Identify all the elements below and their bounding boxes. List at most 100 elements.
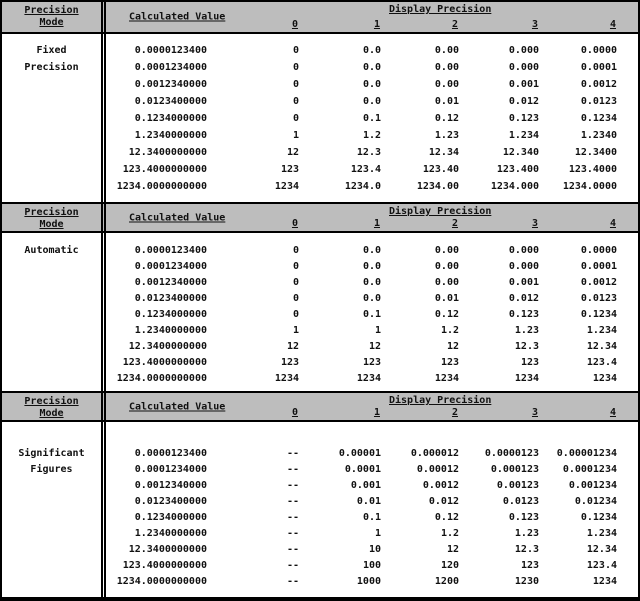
precision-2-cell: 12 [446, 341, 459, 352]
calculated-value-cell: 0.0012340000 [134, 480, 207, 491]
precision-0-cell: 0 [292, 45, 299, 56]
mode-label-line1: Significant [18, 448, 85, 459]
precision-0-cell: 0 [292, 113, 299, 124]
table-row: 0.0012340000 0 0.0 0.00 0.001 0.0012 [106, 76, 638, 93]
precision-2-cell: 0.000012 [410, 448, 459, 459]
precision-2-cell: 12.34 [428, 147, 459, 158]
header-right-region: Calculated Value Display Precision 0 1 2 3 4 [106, 204, 638, 231]
precision-4-cell: 1.234 [586, 325, 617, 336]
section-body-automatic: Automatic 0.0000123400 0 0.0 0.00 0.000 0.0000… [2, 233, 638, 391]
precision-0-cell: 0 [292, 245, 299, 256]
precision-2-cell: 1.23 [434, 130, 459, 141]
table-row: 1234.0000000000 1234 1234.0 1234.00 1234.000… [106, 178, 638, 195]
table-row: 12.3400000000 12 12 12 12.3 12.34 [106, 339, 638, 355]
precision-1-cell: 1 [374, 325, 381, 336]
precision-mode-header-line1: Precision [24, 5, 79, 16]
precision-1-cell: 0.1 [362, 113, 381, 124]
precision-0-cell: 1 [292, 130, 299, 141]
precision-0-cell: 0 [292, 277, 299, 288]
section-significant-figures: Precision Mode Calculated Value Display Pre… [2, 391, 638, 597]
precision-1-cell: 0.0 [362, 79, 381, 90]
precision-0-cell: -- [286, 544, 299, 555]
calculated-value-header: Calculated Value [129, 401, 226, 412]
precision-1-cell: 12.3 [356, 147, 381, 158]
precision-4-cell: 0.1234 [580, 309, 617, 320]
precision-4-cell: 0.001234 [568, 480, 617, 491]
section-header-significant-figures: Precision Mode Calculated Value Display Pre… [2, 391, 638, 422]
table-row: 0.0123400000 0 0.0 0.01 0.012 0.0123 [106, 93, 638, 110]
data-rows: 0.0000123400 0 0.0 0.00 0.000 0.0000 0.0001234… [106, 34, 638, 202]
precision-4-cell: 0.0001 [580, 62, 617, 73]
precision-0-cell: 1234 [274, 181, 299, 192]
mode-label-line2: Precision [24, 62, 79, 73]
precision-level-header-0: 0 [291, 218, 298, 229]
calculated-value-cell: 123.4000000000 [122, 560, 207, 571]
table-row: 12.3400000000 12 12.3 12.34 12.340 12.3400 [106, 144, 638, 161]
calculated-value-header: Calculated Value [129, 212, 226, 223]
calculated-value-cell: 12.3400000000 [128, 544, 207, 555]
calculated-value-header: Calculated Value [129, 11, 226, 23]
precision-4-cell: 0.0012 [580, 277, 617, 288]
calculated-value-cell: 0.0001234000 [134, 261, 207, 272]
precision-4-cell: 1234 [592, 373, 617, 384]
section-body-significant-figures: Significant Figures 0.0000123400 -- 0.00001 0… [2, 422, 638, 597]
precision-3-cell: 0.0123 [502, 496, 539, 507]
column-divider [103, 2, 106, 32]
mode-label-line2 [2, 259, 101, 275]
precision-0-cell: -- [286, 464, 299, 475]
precision-level-header-4: 4 [609, 19, 616, 30]
precision-2-cell: 0.00 [434, 45, 459, 56]
precision-3-cell: 1.23 [514, 325, 539, 336]
precision-1-cell: 0.0 [362, 62, 381, 73]
table-row: 12.3400000000 -- 10 12 12.3 12.34 [106, 542, 638, 558]
precision-1-cell: 1.2 [362, 130, 381, 141]
precision-0-cell: -- [286, 576, 299, 587]
calculated-value-cell: 0.0000123400 [134, 245, 207, 256]
calculated-value-cell: 12.3400000000 [128, 147, 207, 158]
precision-2-cell: 0.00 [434, 261, 459, 272]
precision-3-cell: 1234.000 [490, 181, 539, 192]
precision-1-cell: 100 [362, 560, 381, 571]
table-row: 1234.0000000000 1234 1234 1234 1234 1234 [106, 371, 638, 387]
precision-4-cell: 123.4 [586, 357, 617, 368]
precision-3-cell: 0.123 [508, 113, 539, 124]
precision-4-cell: 0.0000 [580, 45, 617, 56]
precision-level-header-4: 4 [609, 218, 616, 229]
precision-level-header-4: 4 [609, 407, 616, 418]
precision-level-header-3: 3 [531, 218, 538, 229]
precision-3-cell: 0.000123 [490, 464, 539, 475]
mode-label-line1: Fixed [36, 45, 67, 56]
precision-4-cell: 0.00001234 [556, 448, 617, 459]
precision-1-cell: 1234 [356, 373, 381, 384]
precision-0-cell: 123 [280, 357, 299, 368]
precision-4-cell: 0.0123 [580, 96, 617, 107]
precision-4-cell: 0.1234 [580, 512, 617, 523]
precision-1-cell: 1 [374, 528, 381, 539]
precision-0-cell: -- [286, 496, 299, 507]
calculated-value-cell: 0.0123400000 [134, 96, 207, 107]
calculated-value-cell: 0.0000123400 [134, 45, 207, 56]
precision-level-header-row: 0 1 2 3 4 [106, 407, 638, 418]
precision-3-cell: 0.123 [508, 512, 539, 523]
table-row: 1.2340000000 -- 1 1.2 1.23 1.234 [106, 526, 638, 542]
precision-2-cell: 0.01 [434, 96, 459, 107]
precision-0-cell: -- [286, 480, 299, 491]
precision-2-cell: 0.00 [434, 79, 459, 90]
precision-2-cell: 0.12 [434, 309, 459, 320]
precision-0-cell: -- [286, 512, 299, 523]
precision-2-cell: 1.2 [440, 325, 459, 336]
calculated-value-cell: 12.3400000000 [128, 341, 207, 352]
precision-2-cell: 120 [440, 560, 459, 571]
precision-3-cell: 0.012 [508, 293, 539, 304]
precision-2-cell: 1.2 [440, 528, 459, 539]
calculated-value-cell: 0.1234000000 [134, 309, 207, 320]
table-row: 0.0000123400 0 0.0 0.00 0.000 0.0000 [106, 243, 638, 259]
table-row: 1234.0000000000 -- 1000 1200 1230 1234 [106, 574, 638, 590]
calculated-value-cell: 1234.0000000000 [116, 181, 207, 192]
calculated-value-cell: 0.0123400000 [134, 496, 207, 507]
table-row: 0.0123400000 0 0.0 0.01 0.012 0.0123 [106, 291, 638, 307]
precision-3-cell: 12.3 [514, 544, 539, 555]
precision-1-cell: 0.1 [362, 309, 381, 320]
precision-mode-header-line1: Precision [24, 207, 79, 218]
